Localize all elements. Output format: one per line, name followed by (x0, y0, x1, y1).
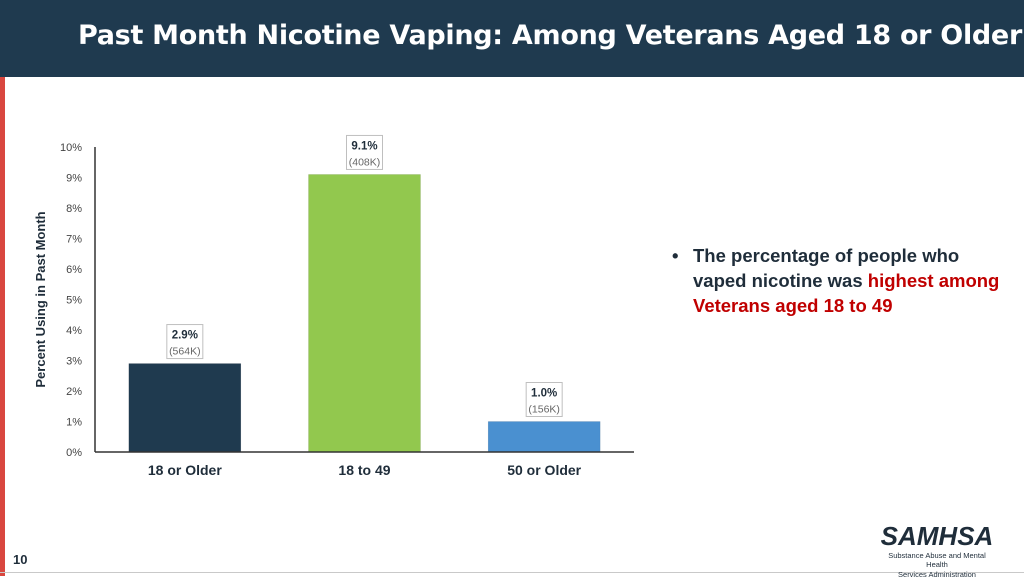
y-tick-label: 6% (66, 264, 82, 276)
page-number: 10 (13, 552, 28, 567)
data-label-box (346, 134, 383, 170)
samhsa-logo: SAMHSA Substance Abuse and Mental Health… (878, 522, 996, 579)
y-tick-label: 4% (66, 325, 82, 337)
x-tick-label: 18 to 49 (338, 462, 390, 478)
y-tick-label: 8% (66, 203, 82, 215)
y-tick-label: 5% (66, 295, 82, 307)
logo-wordmark: SAMHSA (880, 521, 994, 551)
finding-text: The percentage of people who vaped nicot… (693, 245, 960, 291)
count-label: (156K) (528, 404, 560, 416)
data-label: 1.0% (531, 388, 557, 400)
y-tick-label: 9% (66, 173, 82, 185)
bar-chart: 0% 1% 2% 3% 4% 5% 6% 7% 8% 9% 10% Percent Using in … (33, 134, 634, 478)
y-tick-label: 2% (66, 386, 82, 398)
y-tick-label: 10% (60, 142, 82, 154)
slide-title: Past Month Nicotine Vaping: Among Vetera… (78, 20, 1022, 51)
y-tick-label: 7% (66, 234, 82, 246)
y-axis-label: Percent Using in Past Month (33, 211, 48, 387)
y-tick-label: 3% (66, 356, 82, 368)
finding-highlight: highest among Veterans aged 18 to 49 (693, 270, 1000, 316)
bar (308, 174, 421, 453)
bar (128, 363, 242, 453)
key-finding-text: The percentage of people who vaped nicot… (693, 243, 1003, 318)
bullet-marker: • (672, 245, 679, 266)
count-label: (408K) (349, 156, 381, 168)
bar (487, 421, 601, 453)
bottom-divider (0, 572, 1024, 573)
data-label: 9.1% (351, 140, 377, 152)
x-tick-label: 50 or Older (507, 462, 581, 478)
data-label: 2.9% (172, 330, 198, 342)
y-tick-label: 1% (66, 417, 82, 429)
left-accent-bar (0, 77, 5, 576)
count-label: (564K) (169, 346, 201, 358)
data-label-box (525, 382, 563, 417)
y-tick-label: 0% (66, 447, 82, 459)
data-label-box (166, 324, 204, 360)
x-tick-label: 18 or Older (148, 462, 222, 478)
logo-subtitle-line1: Substance Abuse and Mental Health (888, 551, 986, 569)
logo-subtitle-line2: Services Administration (898, 570, 976, 579)
title-bar: Past Month Nicotine Vaping: Among Vetera… (0, 0, 1024, 77)
